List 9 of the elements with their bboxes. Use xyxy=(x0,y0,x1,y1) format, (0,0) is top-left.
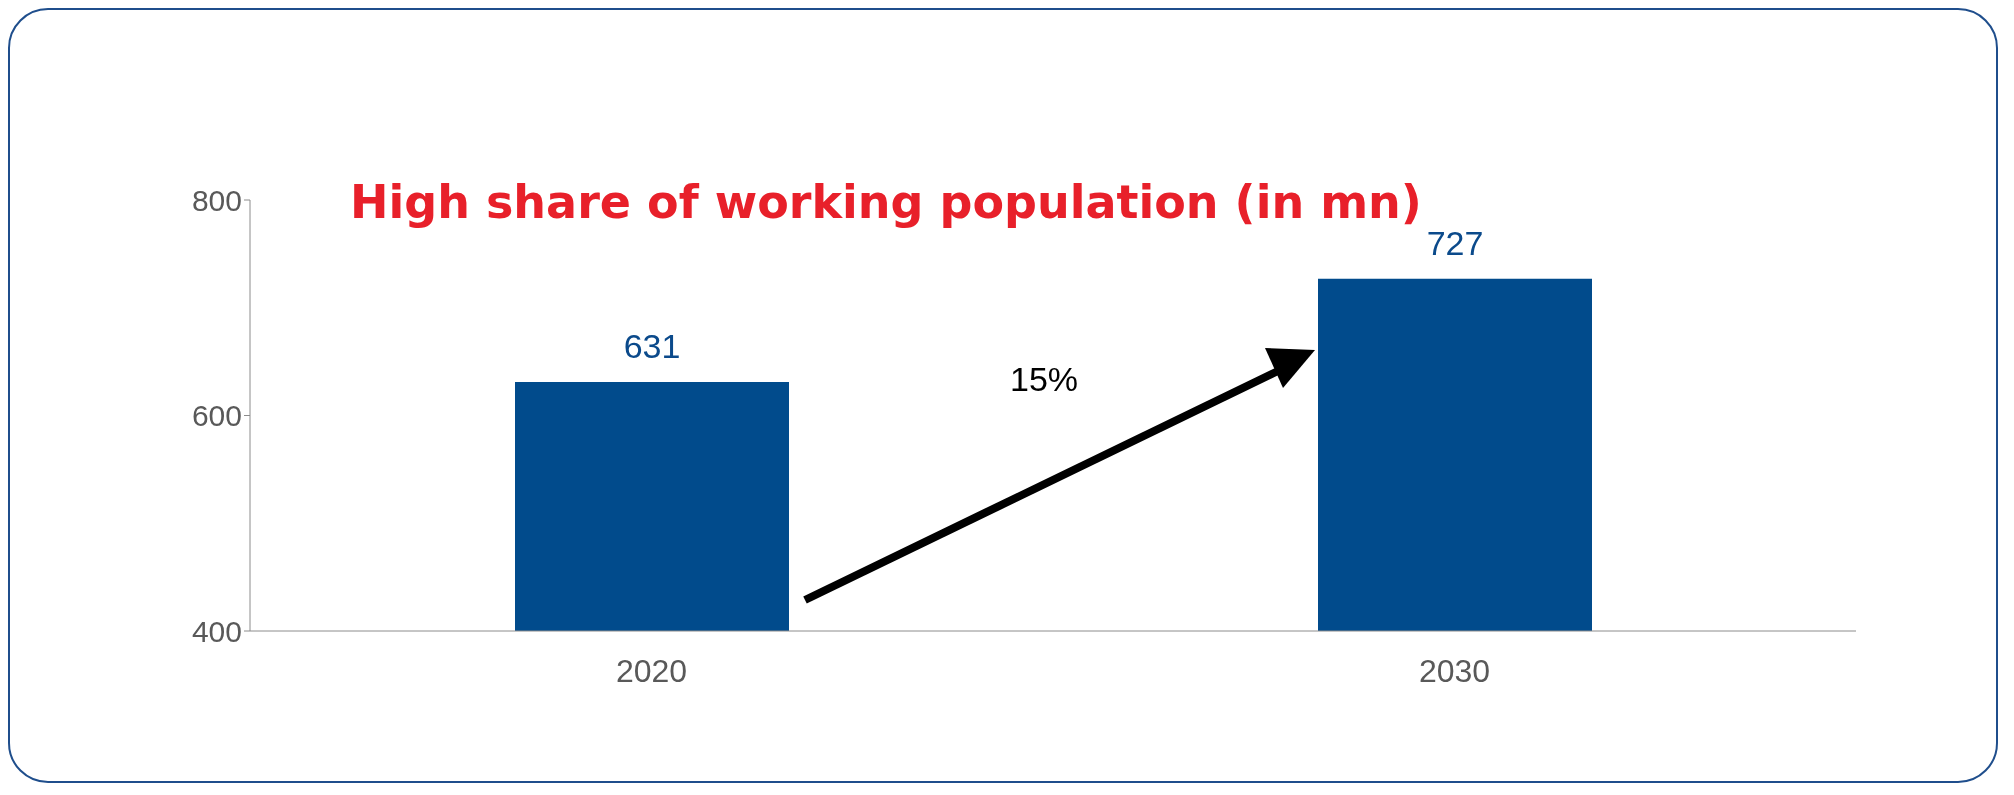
data-label: 631 xyxy=(623,327,681,366)
data-label: 727 xyxy=(1426,223,1484,262)
y-tick-label: 400 xyxy=(191,614,242,648)
x-tick-label: 2030 xyxy=(1418,652,1491,689)
y-tick-label: 800 xyxy=(191,183,242,217)
chart-title: High share of working population (in mn) xyxy=(350,175,1422,229)
x-tick-label: 2020 xyxy=(615,652,688,689)
y-tick-label: 600 xyxy=(191,399,242,433)
annotation: 15% xyxy=(1010,360,1079,399)
